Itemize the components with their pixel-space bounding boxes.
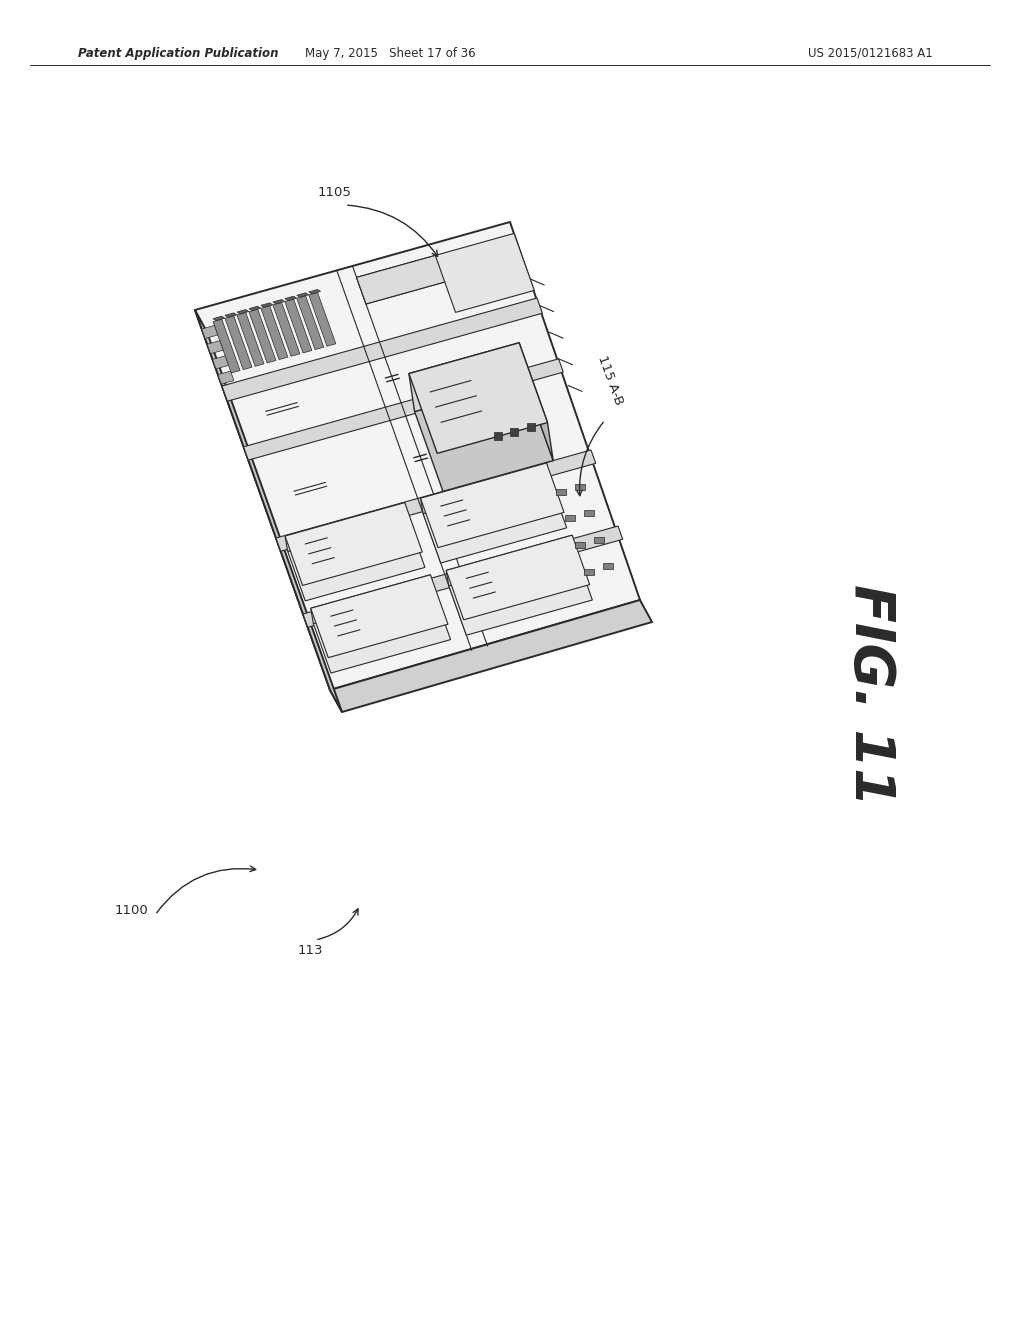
Polygon shape xyxy=(195,310,341,711)
Polygon shape xyxy=(313,590,450,673)
Polygon shape xyxy=(284,503,407,552)
Polygon shape xyxy=(212,356,228,368)
Polygon shape xyxy=(527,424,534,432)
Polygon shape xyxy=(284,296,297,301)
Polygon shape xyxy=(574,543,584,548)
Polygon shape xyxy=(218,371,233,384)
Polygon shape xyxy=(414,380,552,491)
Text: US 2015/0121683 A1: US 2015/0121683 A1 xyxy=(807,46,931,59)
Polygon shape xyxy=(420,463,548,513)
Polygon shape xyxy=(195,222,639,690)
Polygon shape xyxy=(225,313,236,317)
Polygon shape xyxy=(236,313,264,366)
Text: 1105: 1105 xyxy=(318,186,352,199)
Polygon shape xyxy=(555,488,566,495)
Polygon shape xyxy=(584,510,594,516)
Text: 113: 113 xyxy=(297,944,322,957)
Polygon shape xyxy=(272,300,284,304)
Polygon shape xyxy=(207,341,223,354)
Polygon shape xyxy=(225,315,252,370)
Polygon shape xyxy=(409,343,547,453)
Polygon shape xyxy=(311,574,433,623)
Polygon shape xyxy=(565,515,575,521)
Polygon shape xyxy=(311,574,447,657)
Polygon shape xyxy=(244,359,562,461)
Polygon shape xyxy=(448,550,592,635)
Polygon shape xyxy=(409,343,525,412)
Polygon shape xyxy=(602,564,612,569)
Polygon shape xyxy=(276,450,595,552)
Polygon shape xyxy=(357,255,444,304)
Polygon shape xyxy=(202,326,217,338)
Polygon shape xyxy=(261,302,272,308)
Polygon shape xyxy=(445,535,589,620)
Polygon shape xyxy=(272,302,300,356)
Polygon shape xyxy=(445,535,575,586)
Polygon shape xyxy=(584,569,594,574)
Text: Patent Application Publication: Patent Application Publication xyxy=(77,46,278,59)
Text: 115 A-B: 115 A-B xyxy=(594,354,625,407)
Polygon shape xyxy=(309,293,335,346)
Text: FIG. 11: FIG. 11 xyxy=(842,585,896,807)
Polygon shape xyxy=(287,517,425,601)
Polygon shape xyxy=(249,309,276,363)
Polygon shape xyxy=(236,309,249,314)
Polygon shape xyxy=(284,300,312,352)
Polygon shape xyxy=(213,319,239,374)
Polygon shape xyxy=(309,289,320,294)
Polygon shape xyxy=(423,478,567,564)
Polygon shape xyxy=(357,234,534,313)
Polygon shape xyxy=(284,503,422,586)
Polygon shape xyxy=(261,306,287,359)
Polygon shape xyxy=(574,483,584,490)
Polygon shape xyxy=(249,306,261,310)
Polygon shape xyxy=(420,463,564,548)
Text: May 7, 2015   Sheet 17 of 36: May 7, 2015 Sheet 17 of 36 xyxy=(305,46,475,59)
Polygon shape xyxy=(297,296,323,350)
Polygon shape xyxy=(222,298,542,401)
Polygon shape xyxy=(493,433,501,441)
Text: 1100: 1100 xyxy=(114,903,148,916)
Polygon shape xyxy=(303,525,623,627)
Polygon shape xyxy=(330,601,651,711)
Polygon shape xyxy=(519,343,552,461)
Polygon shape xyxy=(213,317,224,321)
Polygon shape xyxy=(510,428,518,436)
Polygon shape xyxy=(593,537,603,543)
Polygon shape xyxy=(297,293,309,297)
